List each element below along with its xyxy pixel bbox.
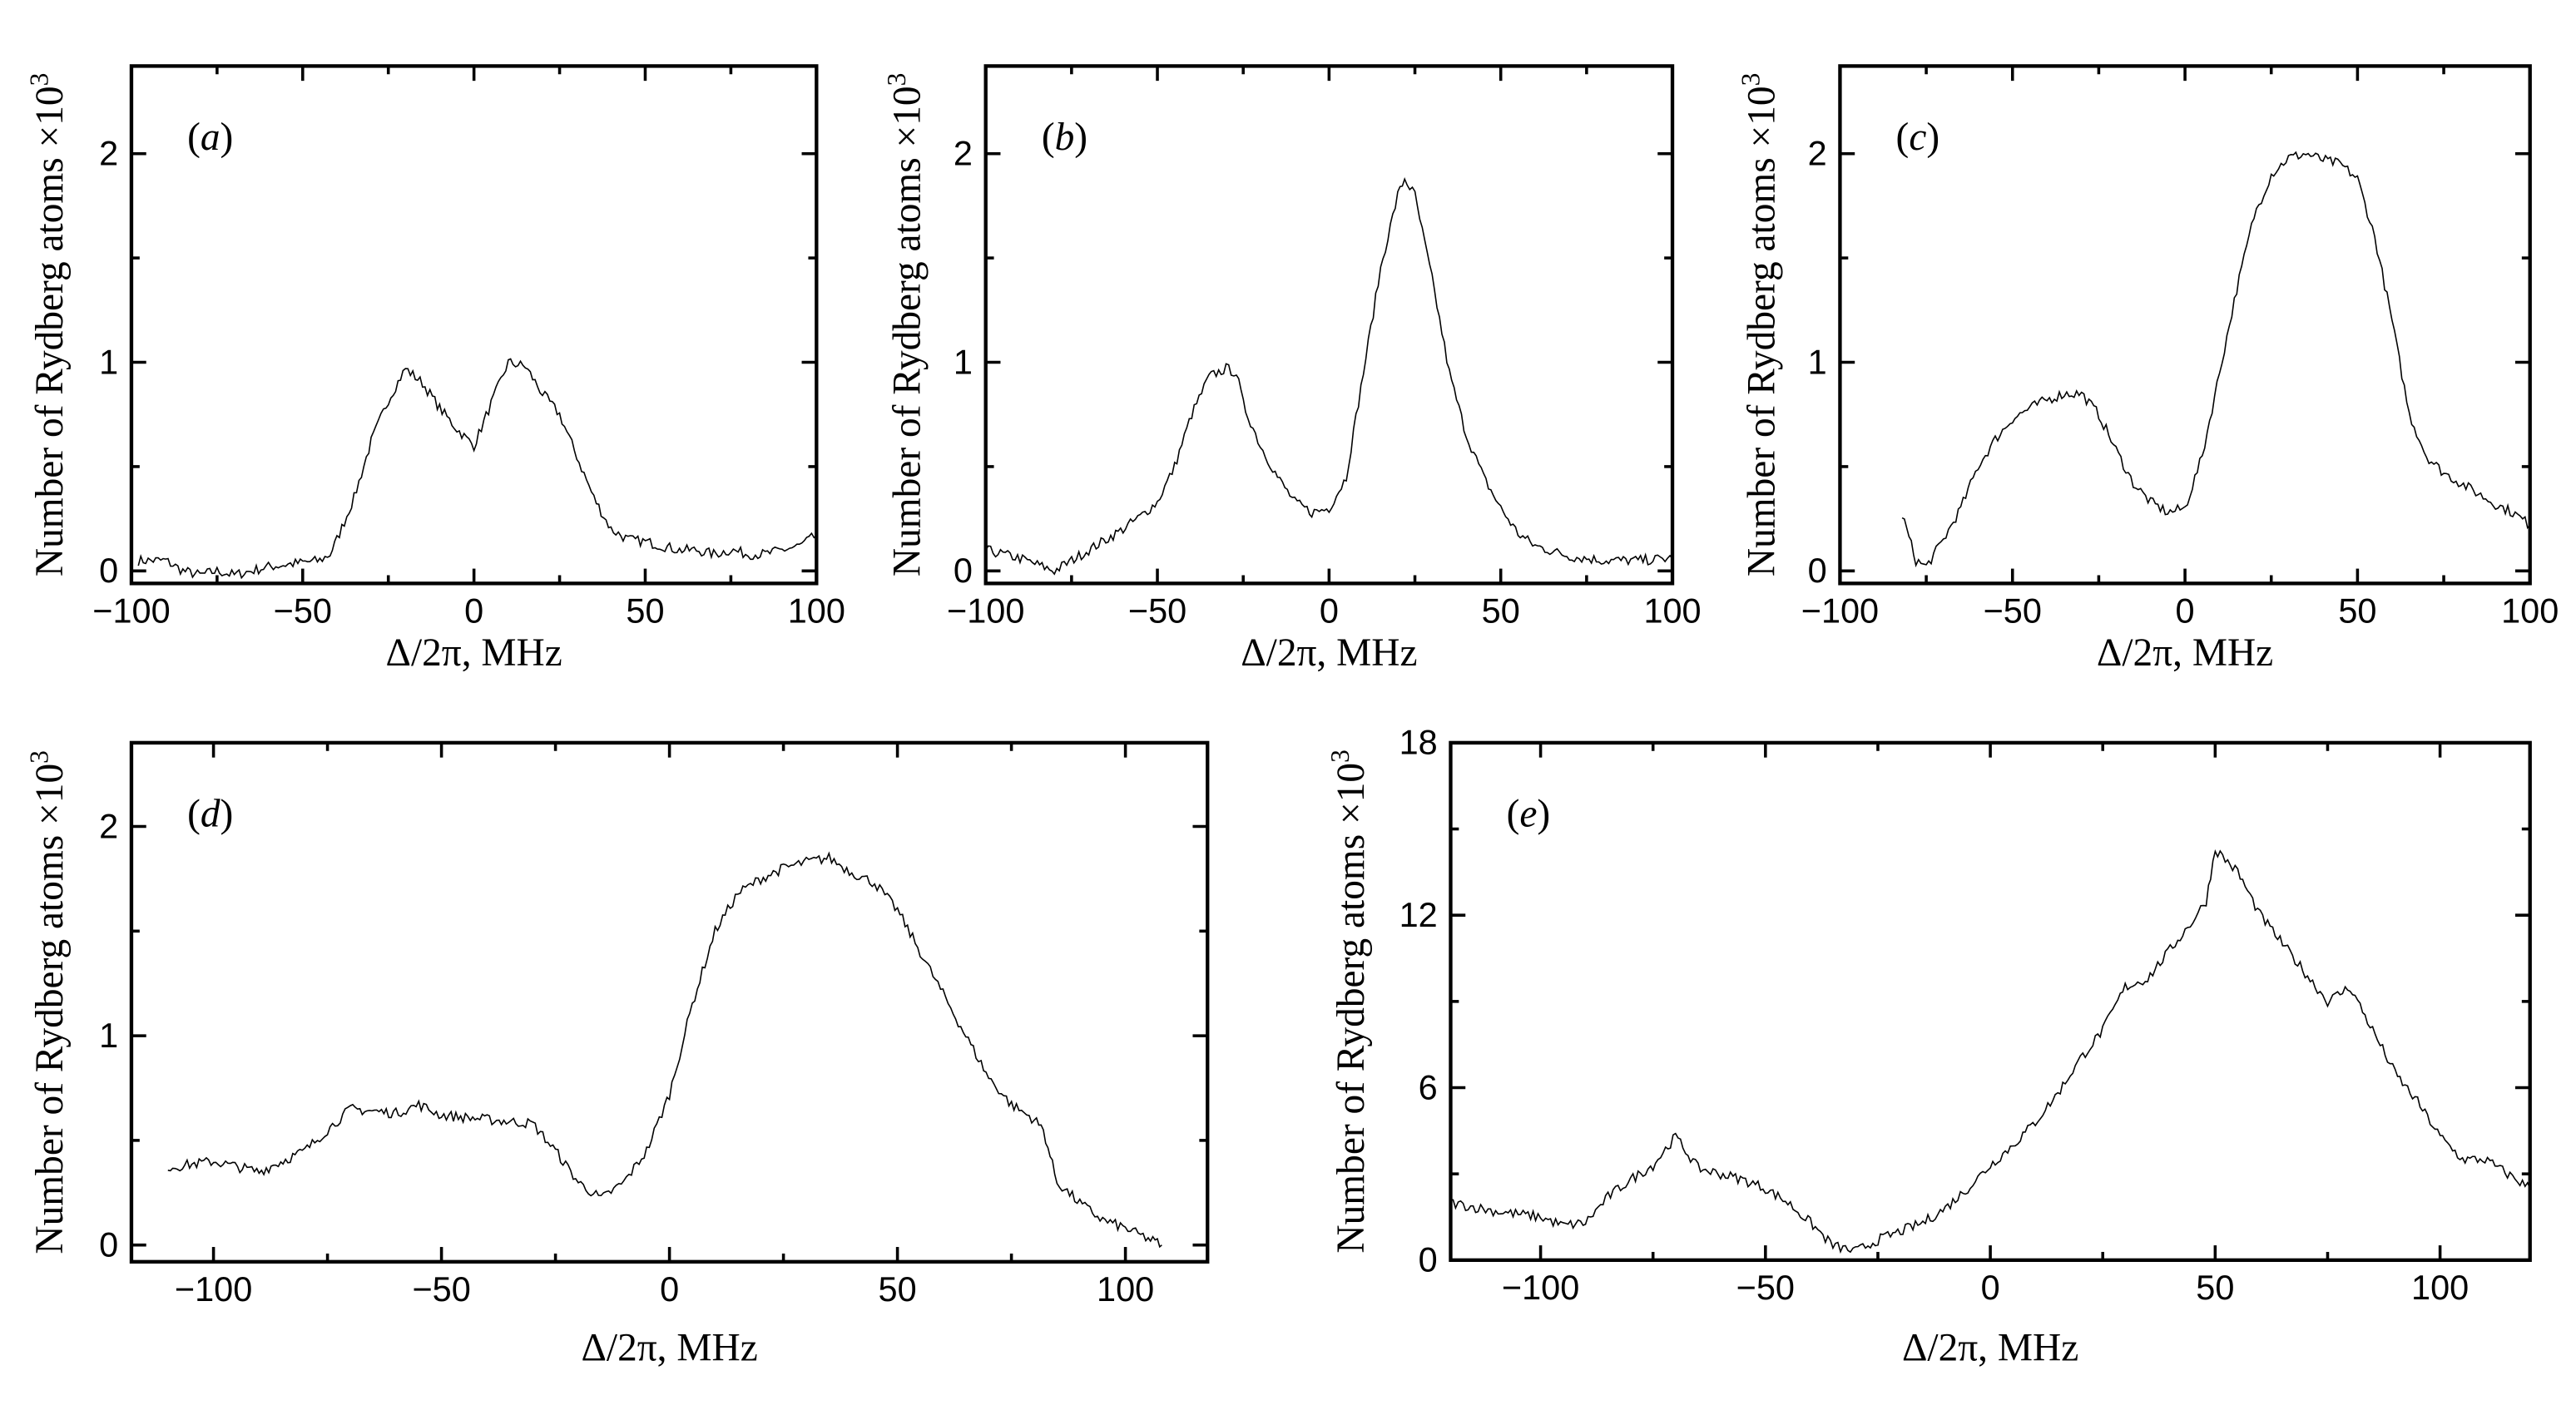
x-tick-label: 0	[1981, 1268, 2000, 1307]
y-tick-label: 1	[99, 342, 118, 381]
data-series-line	[985, 176, 1673, 576]
x-axis-label: Δ/2π, MHz	[1902, 1326, 2078, 1369]
y-tick-label: 1	[1808, 342, 1827, 381]
panel-c: −100 −50 0 50 100 0 1 2 (c) Δ/2π, MHz Number of Ry…	[1736, 64, 2559, 675]
y-tick-label: 2	[99, 134, 118, 173]
x-tick-label: 50	[2196, 1268, 2234, 1307]
y-tick-label: 0	[1808, 551, 1827, 590]
y-tick-label: 0	[99, 1225, 118, 1264]
y-axis-label: Number of Rydberg atoms ×103	[882, 73, 929, 577]
x-tick-label: 50	[1482, 591, 1520, 631]
plot-frame	[129, 64, 819, 586]
x-tick-label: 50	[2338, 591, 2376, 631]
y-tick-label: 2	[954, 134, 973, 173]
x-tick-label: −100	[175, 1269, 252, 1309]
panel-label: (b)	[1042, 116, 1087, 159]
panel-d: −100 −50 0 50 100 0 1 2 (d) Δ/2π, MHz Number of Ry…	[24, 740, 1210, 1369]
panel-b: −100 −50 0 50 100 0 1 2 (b) Δ/2π, MHz Number of Ry…	[882, 64, 1702, 675]
x-tick-label: −100	[1502, 1268, 1579, 1307]
x-axis-label: Δ/2π, MHz	[1241, 631, 1417, 675]
x-tick-label: −100	[947, 591, 1024, 631]
y-tick-label: 2	[1808, 134, 1827, 173]
x-tick-label: −100	[1801, 591, 1879, 631]
x-tick-label: −50	[1128, 591, 1186, 631]
data-series-line	[1450, 848, 2531, 1254]
x-axis-label: Δ/2π, MHz	[2097, 631, 2273, 675]
x-tick-label: 50	[879, 1269, 917, 1309]
y-tick-label: 12	[1399, 895, 1438, 934]
y-tick-label: 2	[99, 806, 118, 845]
plot-frame	[983, 64, 1675, 586]
y-axis-label: Number of Rydberg atoms ×103	[1736, 73, 1784, 577]
plot-frame	[1449, 740, 2532, 1263]
data-series-line	[1901, 151, 2531, 568]
y-axis-label: Number of Rydberg atoms ×103	[24, 73, 72, 577]
y-tick-label: 6	[1419, 1067, 1438, 1106]
panel-label: (e)	[1507, 793, 1551, 836]
panel-label: (c)	[1896, 116, 1940, 159]
x-tick-label: −50	[1984, 591, 2042, 631]
plot-frame	[1838, 64, 2532, 586]
x-tick-label: 100	[1097, 1269, 1154, 1309]
panel-label: (d)	[187, 793, 233, 836]
y-tick-label: 0	[99, 551, 118, 590]
data-series-line	[137, 358, 817, 580]
x-tick-label: 0	[2176, 591, 2195, 631]
panel-a: −100 −50 0 50 100 0 1 2 (a) Δ/2π, MHz Number of Ry…	[24, 64, 845, 675]
y-axis-label: Number of Rydberg atoms ×103	[24, 750, 72, 1254]
y-axis-label: Number of Rydberg atoms ×103	[1325, 749, 1373, 1254]
x-tick-label: 0	[1320, 591, 1339, 631]
y-tick-label: 18	[1399, 723, 1438, 762]
x-tick-label: 100	[2501, 591, 2559, 631]
x-axis-label: Δ/2π, MHz	[581, 1326, 757, 1369]
y-tick-label: 1	[99, 1016, 118, 1055]
y-tick-label: 0	[1419, 1240, 1438, 1279]
x-tick-label: 0	[660, 1269, 679, 1309]
x-axis-label: Δ/2π, MHz	[385, 631, 562, 675]
x-tick-label: 50	[626, 591, 664, 631]
x-tick-label: −100	[92, 591, 170, 631]
x-tick-label: 100	[2411, 1268, 2469, 1307]
y-tick-label: 0	[954, 551, 973, 590]
y-tick-label: 1	[954, 342, 973, 381]
x-tick-label: −50	[1736, 1268, 1795, 1307]
x-tick-label: −50	[412, 1269, 470, 1309]
data-series-line	[167, 851, 1162, 1249]
x-tick-label: 100	[788, 591, 845, 631]
x-tick-label: −50	[274, 591, 332, 631]
panel-label: (a)	[187, 116, 233, 159]
plot-frame	[129, 740, 1210, 1264]
x-tick-label: 100	[1643, 591, 1701, 631]
panel-e: −100 −50 0 50 100 0 6 12 18 (e) Δ/2π, MHz Number of…	[1325, 723, 2532, 1369]
x-tick-label: 0	[464, 591, 483, 631]
